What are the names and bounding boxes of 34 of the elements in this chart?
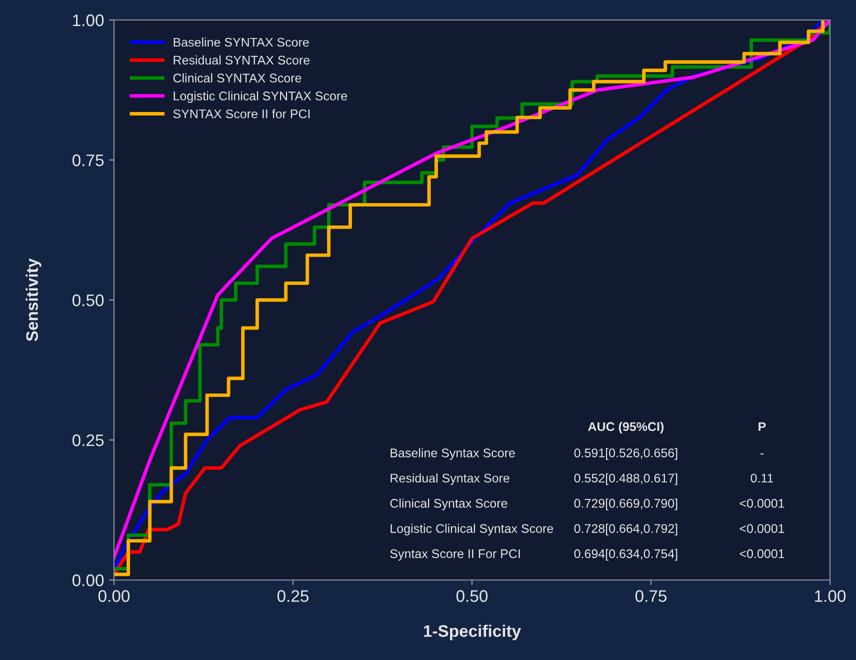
legend-label: Baseline SYNTAX Score (174, 38, 309, 47)
y-tick-label: 0.75 (72, 154, 104, 166)
annotation: Residual Syntax Sore (390, 473, 510, 486)
x-tick-label: 1.00 (815, 590, 846, 602)
annotation: Clinical Syntax Score (390, 498, 508, 510)
legend-label: Residual SYNTAX Score (174, 55, 310, 65)
annotation: AUC (95%CI) (588, 422, 664, 434)
y-axis-title: Sensitivity (26, 258, 42, 342)
y-tick-label: 0.00 (72, 574, 104, 586)
x-tick-label: 0.25 (277, 590, 309, 602)
y-tick-label: 0.50 (72, 294, 104, 306)
y-tick-label: 1.00 (73, 14, 104, 26)
annotation: <0.0001 (740, 498, 784, 508)
x-tick-label: 0.00 (98, 590, 130, 602)
annotation: 0.552[0.488,0.617] (574, 473, 678, 486)
x-tick-label: 0.50 (456, 590, 488, 602)
x-tick-label: 0.75 (635, 590, 667, 602)
x-axis-title: 1-Specificity (424, 624, 522, 640)
annotation: <0.0001 (740, 549, 784, 558)
legend-label: SYNTAX Score II for PCI (173, 109, 310, 118)
annotation: - (760, 453, 764, 454)
legend-label: Logistic Clinical SYNTAX Score (174, 91, 348, 103)
annotation: Logistic Clinical Syntax Score (390, 524, 554, 536)
annotation: Syntax Score II For PCI (390, 549, 520, 561)
y-tick-label: 0.25 (72, 434, 104, 446)
annotation: <0.0001 (740, 524, 784, 533)
annotation: 0.591[0.526,0.656] (574, 448, 678, 460)
legend-label: Clinical SYNTAX Score (173, 73, 302, 82)
annotation: Baseline Syntax Score (390, 448, 515, 460)
annotation: 0.694[0.634,0.754] (574, 548, 678, 561)
annotation: P (758, 422, 766, 431)
annotation: 0.728[0.664,0.792] (574, 524, 678, 536)
annotation: 0.729[0.669,0.790] (574, 498, 678, 510)
annotation: 0.11 (750, 474, 774, 483)
